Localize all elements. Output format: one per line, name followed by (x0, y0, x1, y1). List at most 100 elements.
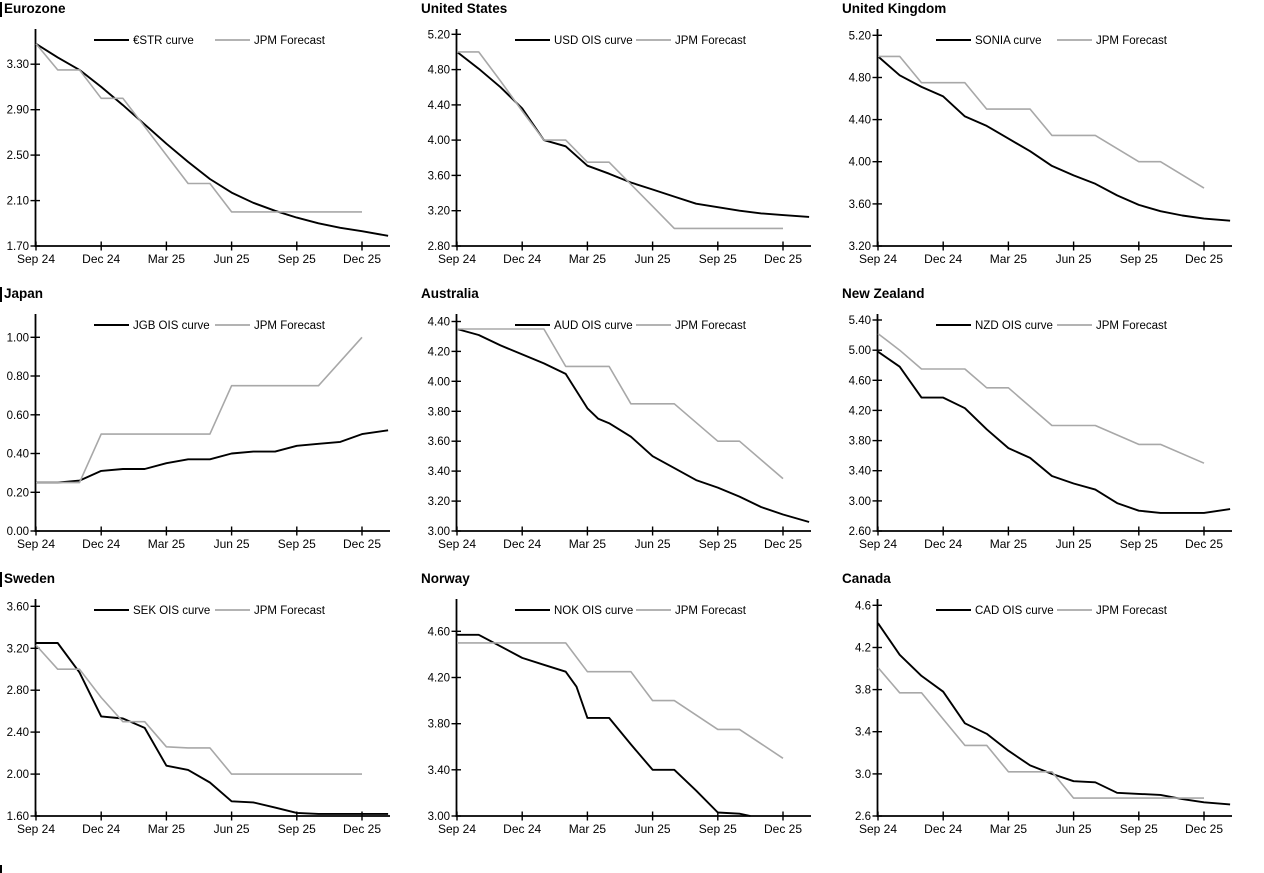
series-line-market (457, 633, 751, 817)
chart-canvas: 2.6 3.0 3.4 3.8 4.2 4.6 Sep 24 Dec 24 Mar 25 Jun … (855, 599, 1232, 836)
series-line-market (36, 429, 389, 484)
chart-canvas: 3.00 3.20 3.40 3.60 3.80 4.00 4.20 4.40 Sep 24 De… (428, 314, 811, 551)
y-tick-label: 4.40 (428, 317, 450, 329)
chart-title: United States (421, 1, 508, 16)
y-tick-label: 2.80 (7, 685, 29, 697)
y-tick-label: 0.20 (7, 487, 29, 499)
series-line-market (36, 642, 389, 815)
y-tick-label: 3.00 (849, 496, 871, 508)
series-line-market (877, 350, 1231, 514)
chart-canvas: 1.60 2.00 2.40 2.80 3.20 3.60 Sep 24 Dec 24 Mar … (7, 599, 390, 836)
legend-label-market: SONIA curve (975, 35, 1041, 47)
y-tick-label: 2.60 (849, 526, 871, 538)
y-tick-label: 4.00 (428, 135, 450, 147)
x-tick-label: Sep 25 (1120, 537, 1158, 551)
x-tick-label: Dec 25 (343, 252, 381, 266)
section-bar-mark (0, 865, 2, 873)
legend-label-forecast: JPM Forecast (254, 605, 326, 617)
series-line-forecast (35, 43, 362, 213)
y-tick-label: 3.0 (855, 769, 871, 781)
y-tick-label: 2.40 (7, 727, 29, 739)
y-tick-label: 5.20 (849, 30, 871, 42)
y-tick-label: 3.60 (428, 436, 450, 448)
series-line-forecast (457, 328, 784, 480)
legend-label-market: USD OIS curve (554, 35, 633, 47)
y-tick-label: 1.70 (7, 241, 29, 253)
y-tick-label: 3.4 (855, 727, 872, 739)
x-tick-label: Mar 25 (569, 252, 607, 266)
x-tick-label: Mar 25 (148, 252, 186, 266)
x-tick-label: Dec 24 (924, 822, 962, 836)
legend-label-market: AUD OIS curve (554, 320, 633, 332)
y-tick-label: 2.50 (7, 150, 29, 162)
y-tick-label: 5.40 (849, 315, 871, 327)
chart-panel-canada: Canada 2.6 3.0 3.4 3.8 4.2 4.6 Sep 24 Dec 24 Mar… (842, 570, 1264, 873)
y-tick-label: 3.8 (855, 685, 871, 697)
x-tick-label: Sep 24 (859, 252, 897, 266)
series-line-market (456, 51, 810, 218)
x-tick-label: Dec 24 (503, 537, 541, 551)
chart-canvas: 3.00 3.40 3.80 4.20 4.60 Sep 24 Dec 24 Mar 25 Ju… (428, 599, 811, 836)
x-tick-label: Dec 25 (343, 822, 381, 836)
x-tick-label: Sep 25 (278, 822, 316, 836)
legend-label-forecast: JPM Forecast (1096, 35, 1168, 47)
chart-title: Japan (4, 286, 44, 301)
y-tick-label: 3.20 (428, 496, 450, 508)
x-tick-label: Sep 25 (278, 252, 316, 266)
x-tick-label: Sep 25 (1120, 252, 1158, 266)
x-tick-label: Dec 25 (1185, 252, 1223, 266)
legend-label-market: €STR curve (133, 35, 194, 47)
x-tick-label: Jun 25 (214, 822, 250, 836)
legend-label-market: SEK OIS curve (133, 605, 210, 617)
series-line-market (877, 55, 1231, 222)
legend-label-forecast: JPM Forecast (675, 35, 747, 47)
chart-panel-australia: Australia 3.00 3.20 3.40 3.60 3.80 4.00 4.20 4.… (421, 285, 842, 570)
x-tick-label: Dec 24 (503, 822, 541, 836)
y-tick-label: 3.20 (428, 206, 450, 218)
y-tick-label: 4.80 (428, 65, 450, 77)
chart-panel-japan: Japan 0.00 0.20 0.40 0.60 0.80 1.00 Sep 24 Dec … (0, 285, 421, 570)
x-tick-label: Mar 25 (990, 537, 1028, 551)
chart-panel-new-zealand: New Zealand 2.60 3.00 3.40 3.80 4.20 4.60 5.00… (842, 285, 1264, 570)
x-tick-label: Jun 25 (635, 822, 671, 836)
x-tick-label: Mar 25 (148, 537, 186, 551)
chart-title-row: New Zealand (842, 286, 1264, 302)
chart-title-row: Canada (842, 571, 1264, 587)
y-tick-label: 0.80 (7, 371, 29, 383)
y-tick-label: 5.20 (428, 29, 450, 41)
x-tick-label: Sep 25 (1120, 822, 1158, 836)
y-tick-label: 3.60 (7, 601, 29, 613)
y-tick-label: 2.00 (7, 769, 29, 781)
y-tick-label: 5.00 (849, 345, 871, 357)
x-tick-label: Sep 24 (438, 822, 476, 836)
y-tick-label: 3.40 (428, 466, 450, 478)
chart-canvas: 3.20 3.60 4.00 4.40 4.80 5.20 Sep 24 Dec 24 Mar … (849, 29, 1232, 266)
y-tick-label: 0.00 (7, 526, 29, 538)
x-tick-label: Jun 25 (635, 252, 671, 266)
y-tick-label: 4.40 (849, 115, 871, 127)
legend-label-market: NOK OIS curve (554, 605, 633, 617)
x-tick-label: Mar 25 (990, 252, 1028, 266)
y-tick-label: 3.80 (428, 719, 450, 731)
series-line-market (877, 622, 1231, 806)
chart-title-row: Eurozone (0, 1, 421, 17)
y-tick-label: 4.80 (849, 73, 871, 85)
legend-label-forecast: JPM Forecast (254, 35, 326, 47)
y-tick-label: 0.60 (7, 410, 29, 422)
x-tick-label: Dec 25 (764, 252, 802, 266)
series-line-forecast (35, 644, 362, 775)
chart-title-row: United States (421, 1, 842, 17)
chart-title: Canada (842, 571, 891, 586)
legend-label-forecast: JPM Forecast (1096, 605, 1168, 617)
y-tick-label: 3.60 (428, 170, 450, 182)
section-bar-icon (0, 571, 2, 587)
x-tick-label: Sep 24 (17, 822, 55, 836)
chart-canvas: 1.70 2.10 2.50 2.90 3.30 Sep 24 Dec 24 Mar 25 Ju… (7, 29, 390, 266)
x-tick-label: Sep 24 (859, 537, 897, 551)
x-tick-label: Dec 25 (1185, 822, 1223, 836)
y-tick-label: 3.60 (849, 199, 871, 211)
x-tick-label: Sep 24 (17, 252, 55, 266)
y-tick-label: 3.00 (428, 526, 450, 538)
chart-title-row: Japan (0, 286, 421, 302)
